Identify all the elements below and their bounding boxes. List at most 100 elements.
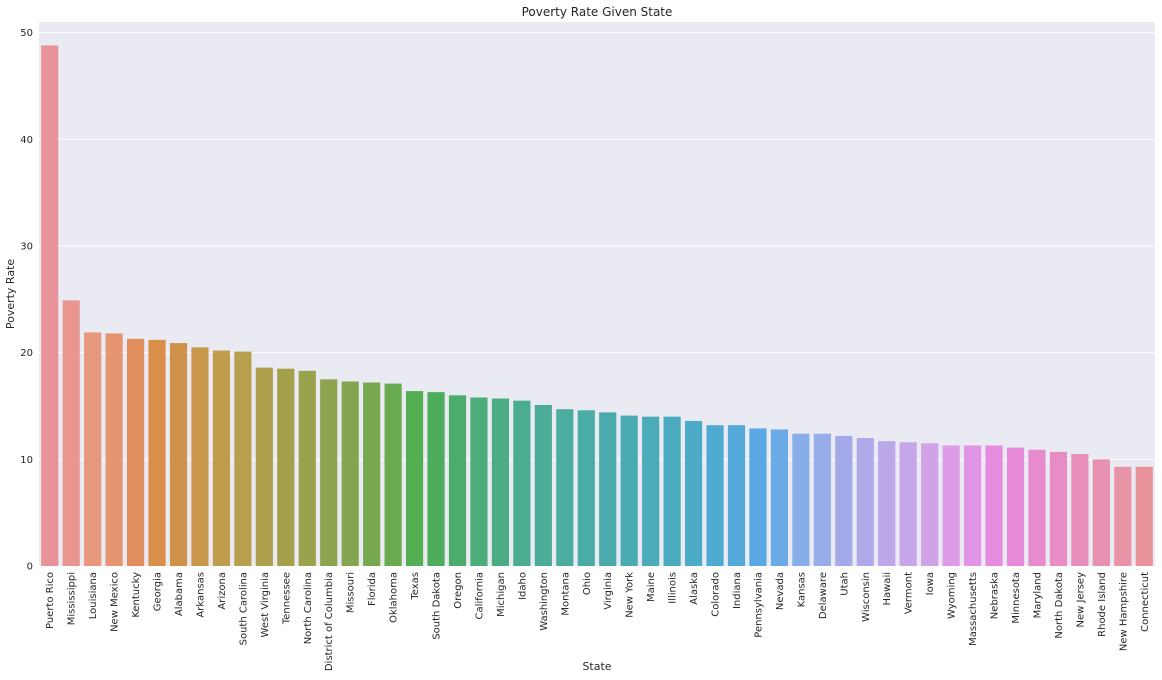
bar xyxy=(277,368,295,566)
bar xyxy=(727,425,746,566)
bar xyxy=(234,351,252,566)
x-tick-label: Massachusetts xyxy=(968,572,979,646)
bar xyxy=(684,420,703,566)
y-tick-label: 10 xyxy=(20,455,33,466)
bar xyxy=(62,300,80,566)
y-tick-label: 0 xyxy=(27,562,33,573)
x-axis-ticks: Puerto Rico Mississippi Louisiana New Mexic… xyxy=(45,572,1151,671)
x-tick-label: Michigan xyxy=(496,572,507,617)
bar xyxy=(427,392,445,566)
bar xyxy=(620,415,638,566)
bar xyxy=(599,412,617,566)
bar xyxy=(320,379,338,566)
bar xyxy=(126,338,145,566)
x-tick-label: Kansas xyxy=(796,572,807,607)
x-tick-label: California xyxy=(474,572,485,620)
x-tick-label: Washington xyxy=(539,572,550,631)
x-tick-label: Tennessee xyxy=(281,572,292,625)
bar xyxy=(577,410,595,566)
bar xyxy=(792,433,810,566)
x-tick-label: Illinois xyxy=(668,572,679,604)
bar xyxy=(963,445,982,566)
x-tick-label: Arizona xyxy=(217,572,228,610)
bar xyxy=(1006,447,1025,566)
y-tick-label: 50 xyxy=(20,28,33,39)
y-tick-label: 20 xyxy=(20,348,33,359)
bar xyxy=(298,370,316,566)
x-tick-label: Arkansas xyxy=(195,572,206,618)
x-tick-label: Nevada xyxy=(775,572,786,610)
bar xyxy=(84,332,102,566)
bar xyxy=(105,333,123,566)
bar xyxy=(1049,451,1068,566)
bar xyxy=(169,343,188,566)
x-tick-label: Louisiana xyxy=(88,572,99,619)
bar xyxy=(448,395,467,566)
x-tick-label: Oregon xyxy=(453,572,464,609)
bar xyxy=(899,442,917,566)
bar xyxy=(470,397,488,566)
x-tick-label: Nebraska xyxy=(990,572,1001,619)
bar xyxy=(341,381,359,566)
x-tick-label: Georgia xyxy=(153,572,164,611)
x-tick-label: Alaska xyxy=(689,572,700,605)
bar xyxy=(405,391,424,566)
x-tick-label: Mississippi xyxy=(67,572,78,625)
x-tick-label: Utah xyxy=(839,572,850,596)
x-tick-label: Florida xyxy=(367,572,378,606)
bar xyxy=(148,339,166,566)
x-tick-label: Virginia xyxy=(603,572,614,610)
bar xyxy=(985,445,1003,566)
bar xyxy=(942,445,960,566)
x-tick-label: New Hampshire xyxy=(1118,572,1129,651)
x-tick-label: Wyoming xyxy=(947,572,958,619)
x-tick-label: South Carolina xyxy=(238,572,249,645)
x-tick-label: North Carolina xyxy=(303,572,314,644)
x-tick-label: New Jersey xyxy=(1075,572,1086,628)
bar xyxy=(384,383,402,566)
x-tick-label: Vermont xyxy=(904,572,915,614)
x-tick-label: Maryland xyxy=(1032,572,1043,618)
y-tick-label: 40 xyxy=(20,135,33,146)
x-tick-label: Missouri xyxy=(346,572,357,613)
chart-title: Poverty Rate Given State xyxy=(522,5,673,19)
x-tick-label: Puerto Rico xyxy=(45,572,56,629)
bar xyxy=(491,398,510,566)
bar xyxy=(770,429,789,566)
x-tick-label: Indiana xyxy=(732,572,743,609)
x-tick-label: District of Columbia xyxy=(324,572,335,671)
y-axis-label: Poverty Rate xyxy=(4,259,17,330)
x-tick-label: New Mexico xyxy=(110,572,121,632)
bar xyxy=(663,416,681,566)
bar xyxy=(255,367,273,566)
x-tick-label: Ohio xyxy=(582,572,593,595)
bar xyxy=(41,45,59,566)
bar xyxy=(642,416,660,566)
bar xyxy=(1092,459,1110,566)
bar xyxy=(191,347,209,566)
x-tick-label: Idaho xyxy=(517,572,528,600)
bar xyxy=(363,382,381,566)
x-tick-label: Colorado xyxy=(711,572,722,617)
x-tick-label: West Virginia xyxy=(260,572,271,637)
bar xyxy=(1028,449,1046,566)
bar xyxy=(835,435,853,566)
x-tick-label: Alabama xyxy=(174,572,185,616)
y-axis-ticks: 0 10 20 30 40 50 xyxy=(20,28,33,572)
x-axis-label: State xyxy=(582,660,611,673)
bar xyxy=(212,350,231,566)
bar xyxy=(534,404,552,566)
bar xyxy=(556,409,574,566)
bar xyxy=(706,425,724,566)
bar xyxy=(921,443,939,566)
x-tick-label: Wisconsin xyxy=(861,572,872,622)
bar xyxy=(513,400,531,566)
x-tick-label: Rhode Island xyxy=(1097,572,1108,637)
x-tick-label: Delaware xyxy=(818,572,829,619)
y-tick-label: 30 xyxy=(20,242,33,253)
bar xyxy=(1135,466,1153,566)
bars xyxy=(41,45,1153,566)
x-tick-label: Connecticut xyxy=(1140,572,1151,632)
